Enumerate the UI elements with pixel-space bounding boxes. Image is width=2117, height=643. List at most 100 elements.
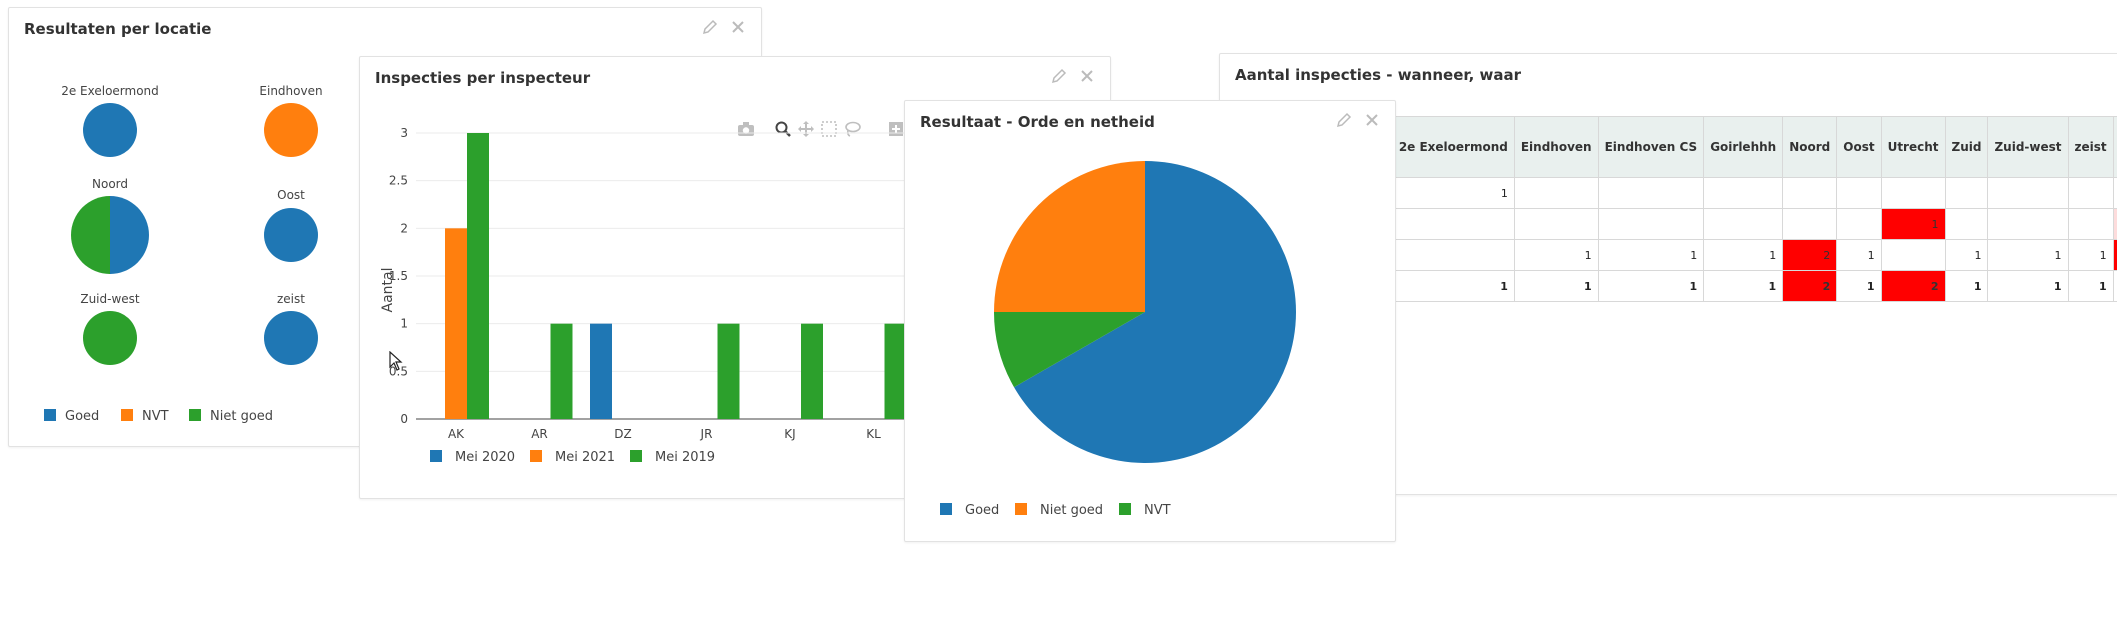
edit-pencil-icon[interactable] (1050, 67, 1068, 85)
table-cell: 1 (1597, 239, 1705, 271)
table-cell: 1 (1391, 177, 1515, 209)
table-cell: 1 (1703, 270, 1784, 302)
table-cell: 1 (1987, 239, 2069, 271)
legend-swatch (430, 450, 442, 462)
table-cell: 9 (2112, 239, 2117, 271)
table-row: l111121211112 (1382, 270, 2117, 302)
table-cell: 1 (2112, 177, 2117, 209)
y-tick-label: 3 (400, 126, 408, 140)
column-header[interactable]: Goirlehhh (1703, 116, 1784, 178)
table-cell: 2 (2112, 208, 2117, 240)
location-label: Noord (92, 177, 128, 191)
table-cell (1597, 177, 1705, 209)
x-tick-label: AK (448, 427, 465, 441)
table-cell: 1 (1391, 270, 1515, 302)
table-cell: 1 (1944, 239, 1989, 271)
lasso-select-icon[interactable] (844, 121, 862, 141)
location-label: 2e Exeloermond (61, 84, 159, 98)
bar-chart: 0 0.5 1 1.5 2 2.5 3 Aantal AK AR DZ JR KJ KL Mei 2020 M… (380, 126, 1080, 465)
table-cell (1391, 208, 1515, 240)
bar (801, 323, 823, 419)
y-tick-label: 2.5 (389, 174, 408, 188)
legend-swatch (121, 409, 133, 421)
pie-slice (1014, 161, 1296, 463)
pan-icon[interactable] (798, 121, 814, 141)
table-cell: 1 (1513, 239, 1599, 271)
panel-tools (1335, 111, 1381, 129)
table-cell (1513, 177, 1599, 209)
column-header[interactable]: zeist (2067, 116, 2114, 178)
panel-title: Inspecties per inspecteur (375, 69, 591, 87)
legend-label: Niet goed (210, 409, 273, 424)
location-pie-slice (83, 311, 137, 365)
panel-title: Resultaat - Orde en netheid (920, 113, 1155, 131)
pie-chart: Goed Niet goed NVT (940, 161, 1296, 518)
legend-swatch (44, 409, 56, 421)
column-header[interactable]: 2e Exeloermond (1391, 116, 1515, 178)
x-tick-label: KL (866, 427, 881, 441)
column-header[interactable]: Zuid (1944, 116, 1989, 178)
legend-swatch (1015, 503, 1027, 515)
table-cell (1703, 177, 1784, 209)
column-header[interactable]: Totaal (2112, 116, 2117, 178)
bar (550, 323, 573, 419)
close-icon[interactable] (1078, 67, 1096, 85)
location-pie-slice (264, 208, 318, 262)
table-cell: 1 (1944, 270, 1989, 302)
box-select-icon[interactable] (821, 121, 837, 141)
bar (467, 133, 489, 419)
y-tick-label: 0.5 (389, 364, 408, 378)
location-pie-slice (264, 103, 318, 157)
edit-pencil-icon[interactable] (1335, 111, 1353, 129)
legend-swatch (189, 409, 201, 421)
mouse-cursor-icon (389, 351, 403, 371)
column-header[interactable]: Eindhoven CS (1597, 116, 1705, 178)
table-row: 12 (1382, 208, 2117, 240)
bar (590, 323, 612, 419)
table-cell (1880, 177, 1946, 209)
edit-pencil-icon[interactable] (701, 18, 719, 36)
table-cell (1987, 177, 2069, 209)
table-row: 11 (1382, 177, 2117, 209)
pie-slice (994, 312, 1145, 388)
legend-swatch (530, 450, 542, 462)
legend-label: Goed (65, 409, 99, 424)
table-row: 111211119 (1382, 239, 2117, 271)
legend-label: Goed (965, 503, 999, 518)
location-label: zeist (277, 292, 305, 306)
panel-tools (1050, 67, 1096, 85)
close-icon[interactable] (1363, 111, 1381, 129)
table-cell: 2 (1880, 270, 1946, 302)
y-axis-label: Aantal (380, 268, 396, 313)
bar (884, 323, 907, 419)
location-pie-slice (110, 196, 149, 274)
legend-label: Mei 2021 (555, 450, 615, 465)
pie-slice (994, 161, 1145, 312)
table-cell (1391, 239, 1515, 271)
table-cell (1836, 208, 1882, 240)
column-header[interactable]: Noord (1782, 116, 1838, 178)
table-cell (2067, 208, 2114, 240)
column-header[interactable]: Eindhoven (1513, 116, 1599, 178)
bar (445, 228, 467, 419)
legend-label: Mei 2020 (455, 450, 515, 465)
column-header[interactable]: Oost (1836, 116, 1882, 178)
legend-swatch (1119, 503, 1131, 515)
column-header[interactable]: Zuid-west (1987, 116, 2069, 178)
location-label: Oost (277, 188, 305, 202)
column-header[interactable]: Utrecht (1880, 116, 1946, 178)
location-pie-slice (264, 311, 318, 365)
panel-tools (701, 18, 747, 36)
table-cell: 1 (1987, 270, 2069, 302)
table-cell: 2 (1782, 239, 1838, 271)
location-pie-slice (71, 196, 110, 274)
legend-swatch (940, 503, 952, 515)
table-cell: 1 (1880, 208, 1946, 240)
table-cell: 1 (2067, 239, 2114, 271)
table-cell (1880, 239, 1946, 271)
table-cell (1836, 177, 1882, 209)
close-icon[interactable] (729, 18, 747, 36)
